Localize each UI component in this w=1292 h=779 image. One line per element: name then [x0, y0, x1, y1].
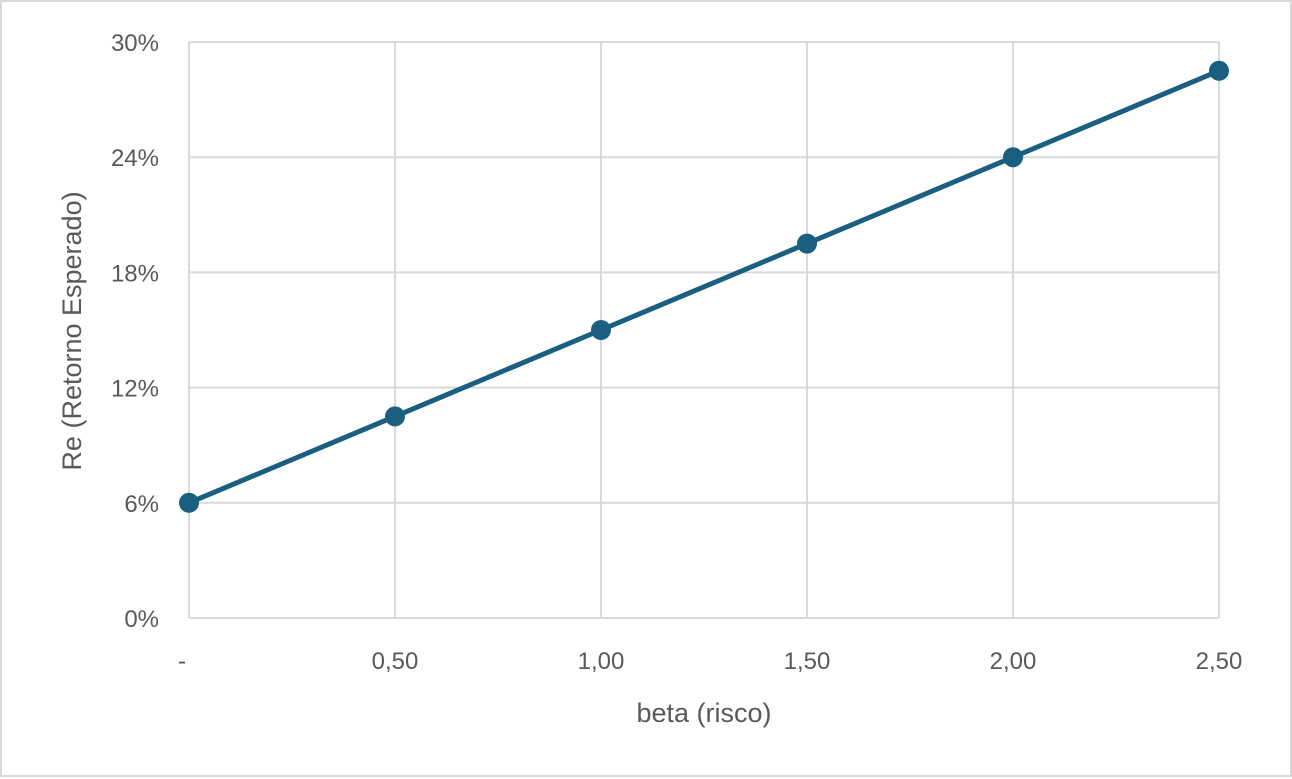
y-tick-label: 0% — [124, 606, 159, 633]
y-tick-label: 18% — [111, 260, 159, 287]
x-tick-label: 0,50 — [372, 648, 419, 675]
grid — [188, 41, 1220, 619]
data-point — [179, 492, 199, 513]
data-point — [385, 406, 405, 427]
x-tick-label: - — [178, 648, 186, 675]
series-line — [186, 68, 1222, 506]
x-tick-label: 1,50 — [784, 648, 831, 675]
x-tick-label: 2,00 — [990, 648, 1037, 675]
y-axis-title: Re (Retorno Esperado) — [57, 191, 87, 470]
y-tick-label: 30% — [111, 30, 159, 57]
data-point — [591, 320, 611, 340]
data-point — [797, 233, 817, 254]
y-tick-label: 24% — [111, 145, 159, 172]
y-axis-ticks: 0% 6% 12% 18% 24% 30% — [111, 30, 159, 633]
x-tick-label: 2,50 — [1196, 648, 1243, 675]
y-tick-label: 6% — [124, 491, 159, 518]
series — [179, 60, 1229, 513]
x-axis-title: beta (risco) — [636, 698, 771, 728]
x-tick-label: 1,00 — [578, 648, 625, 675]
x-axis-ticks: - 0,50 1,00 1,50 2,00 2,50 — [178, 648, 1242, 675]
data-point — [1209, 60, 1229, 81]
y-tick-label: 12% — [111, 376, 159, 403]
data-point — [1003, 147, 1023, 168]
